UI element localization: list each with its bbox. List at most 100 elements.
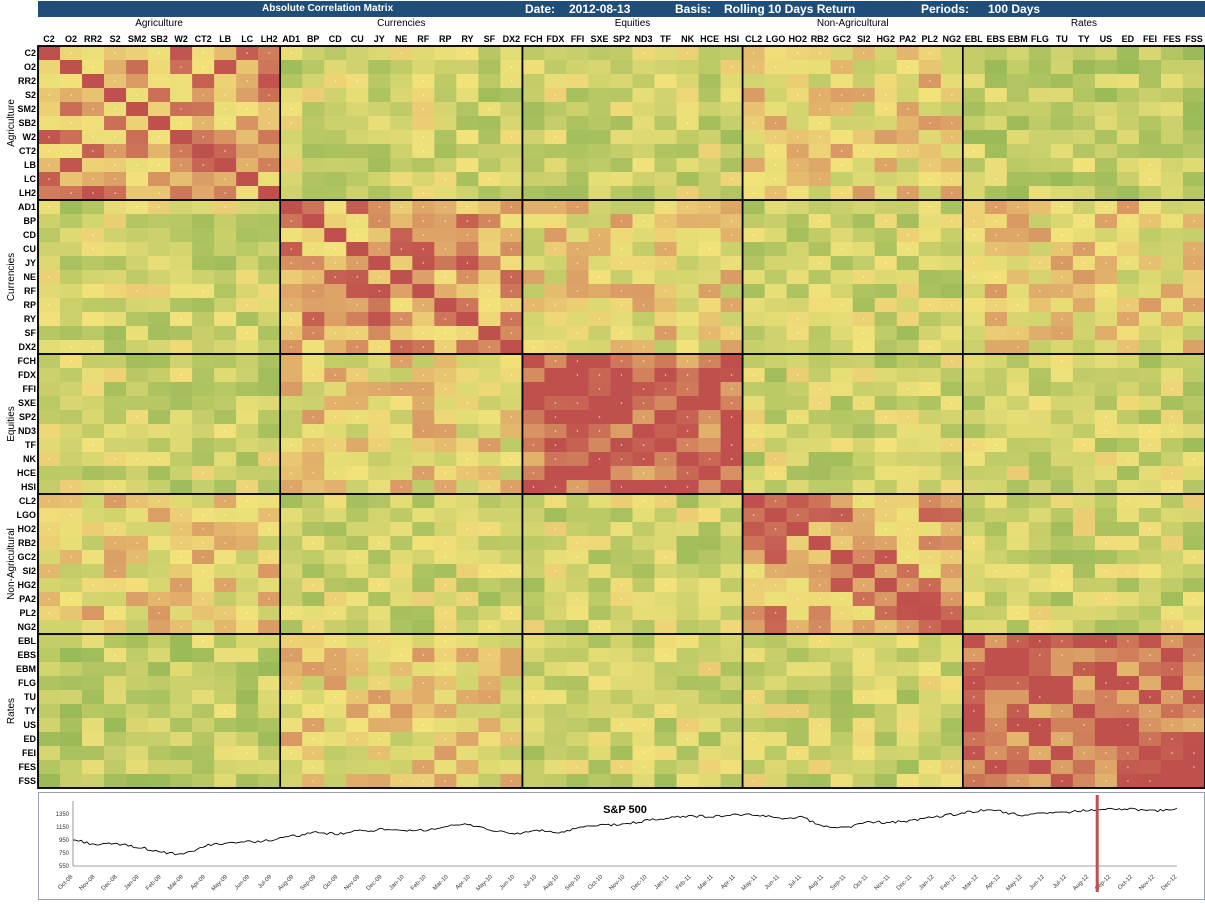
cell-dot — [312, 780, 315, 782]
heatmap-cell — [698, 102, 721, 117]
heatmap-cell — [522, 550, 545, 565]
heatmap-cell — [984, 74, 1008, 89]
heatmap-cell — [764, 508, 787, 523]
heatmap-cell — [170, 662, 193, 677]
heatmap-cell — [214, 74, 237, 89]
heatmap-cell — [170, 564, 193, 579]
heatmap-cell — [478, 382, 501, 397]
heatmap-cell — [368, 550, 391, 565]
heatmap-cell — [566, 564, 589, 579]
cell-dot — [312, 248, 315, 250]
cell-dot — [664, 220, 667, 222]
heatmap-cell — [786, 256, 809, 271]
heatmap-cell — [478, 270, 501, 285]
heatmap-cell — [1160, 312, 1184, 327]
heatmap-cell — [38, 284, 61, 299]
cell-dot — [158, 206, 160, 208]
cell-dot — [862, 696, 865, 698]
heatmap-cell — [1006, 88, 1030, 103]
heatmap-cell — [566, 60, 589, 75]
heatmap-cell — [390, 102, 413, 117]
heatmap-cell — [720, 564, 743, 579]
cell-dot — [862, 52, 865, 54]
column-label: SP2 — [613, 34, 630, 44]
cell-dot — [1061, 290, 1063, 292]
cell-dot — [290, 220, 293, 222]
heatmap-cell — [1094, 326, 1118, 341]
heatmap-cell — [456, 634, 479, 649]
heatmap-cell — [1050, 102, 1074, 117]
cell-dot — [378, 388, 381, 390]
heatmap-cell — [984, 620, 1008, 635]
heatmap-cell — [786, 578, 809, 593]
cell-dot — [862, 402, 865, 404]
cell-dot — [378, 346, 381, 348]
heatmap-cell — [984, 116, 1008, 131]
heatmap-cell — [82, 662, 105, 677]
heatmap-cell — [918, 256, 942, 271]
heatmap-cell — [324, 298, 347, 313]
heatmap-cell — [676, 158, 699, 173]
heatmap-cell — [434, 284, 457, 299]
cell-dot — [862, 94, 865, 96]
heatmap-cell — [1006, 410, 1030, 425]
heatmap-cell — [544, 144, 567, 159]
heatmap-cell — [1160, 88, 1184, 103]
cell-dot — [752, 66, 755, 68]
heatmap-cell — [346, 746, 369, 761]
cell-dot — [202, 598, 204, 600]
heatmap-cell — [830, 354, 853, 369]
heatmap-cell — [720, 648, 743, 663]
heatmap-cell — [1006, 102, 1030, 117]
heatmap-cell — [104, 620, 127, 635]
heatmap-cell — [236, 284, 259, 299]
heatmap-cell — [1006, 74, 1030, 89]
cell-dot — [92, 66, 94, 68]
cell-dot — [488, 486, 491, 488]
heatmap-cell — [390, 326, 413, 341]
heatmap-cell — [632, 620, 655, 635]
cell-dot — [158, 598, 160, 600]
heatmap-cell — [38, 746, 61, 761]
row-label: FCH — [18, 356, 37, 366]
heatmap-cell — [82, 424, 105, 439]
heatmap-cell — [962, 88, 986, 103]
heatmap-cell — [896, 270, 920, 285]
heatmap-cell — [324, 480, 347, 495]
cell-dot — [444, 640, 447, 642]
heatmap-cell — [896, 88, 920, 103]
heatmap-cell — [566, 578, 589, 593]
heatmap-cell — [82, 480, 105, 495]
heatmap-cell — [280, 186, 303, 201]
heatmap-cell — [434, 746, 457, 761]
heatmap-cell — [830, 774, 853, 789]
column-label: SXE — [590, 34, 608, 44]
cell-dot — [444, 654, 447, 656]
heatmap-cell — [522, 130, 545, 145]
cell-dot — [510, 318, 513, 320]
heatmap-cell — [522, 774, 545, 789]
heatmap-cell — [566, 298, 589, 313]
x-tick-label: Jun-11 — [764, 874, 781, 891]
heatmap-cell — [544, 256, 567, 271]
heatmap-cell — [874, 46, 898, 61]
heatmap-cell — [1116, 102, 1140, 117]
cell-dot — [356, 262, 359, 264]
heatmap-cell — [346, 116, 369, 131]
cell-dot — [1061, 766, 1063, 768]
cell-dot — [444, 738, 447, 740]
column-label: O2 — [65, 34, 77, 44]
heatmap-cell — [874, 382, 898, 397]
heatmap-cell — [742, 270, 765, 285]
heatmap-cell — [742, 256, 765, 271]
heatmap-cell — [566, 382, 589, 397]
heatmap-cell — [148, 438, 171, 453]
date-value: 2012-08-13 — [569, 2, 631, 16]
cell-dot — [1105, 416, 1107, 418]
cell-dot — [884, 514, 887, 516]
x-tick-label: Mar-12 — [962, 874, 980, 892]
heatmap-cell — [742, 144, 765, 159]
cell-dot — [1127, 220, 1129, 222]
cell-dot — [928, 346, 931, 348]
cell-dot — [1017, 206, 1019, 208]
